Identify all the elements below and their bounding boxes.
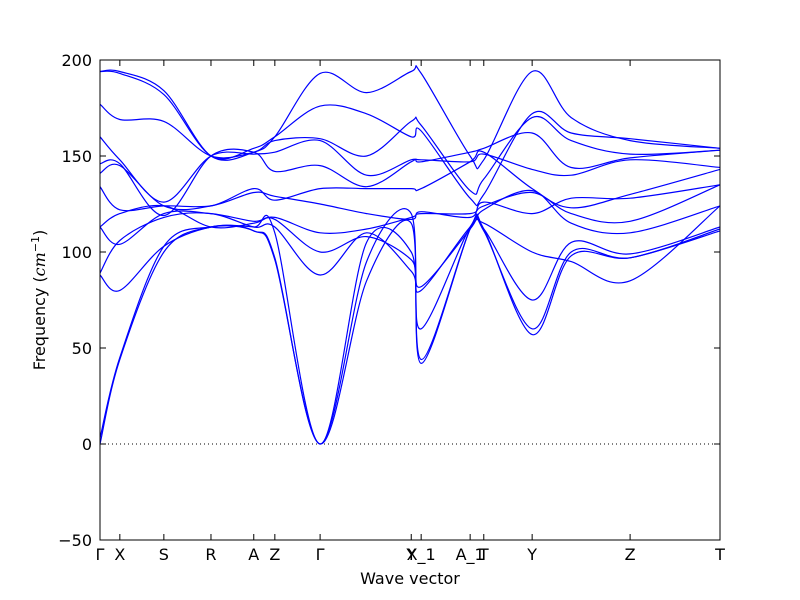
band-line-11 <box>100 103 720 195</box>
y-axis-label: Frequency (cm−1) <box>29 230 49 371</box>
x-tick-label: T <box>478 545 489 564</box>
y-axis-label-unit: cm <box>30 252 49 276</box>
y-tick-label: 50 <box>72 339 92 358</box>
y-tick-label: 200 <box>61 51 92 70</box>
y-tick-labels: −50 0 50 100 150 200 <box>58 51 92 550</box>
x-tick-label: Z <box>269 545 280 564</box>
y-axis-label-main: Frequency ( <box>30 276 49 370</box>
x-tick-label: Γ <box>96 545 105 564</box>
band-line-2 <box>100 208 720 445</box>
y-axis-label-exponent: −1 <box>29 236 42 252</box>
band-line-13 <box>100 65 720 170</box>
plot-frame <box>99 59 721 541</box>
x-tick-label: S <box>159 545 169 564</box>
y-tick-label: −50 <box>58 531 92 550</box>
band-line-5 <box>100 189 720 288</box>
band-line-12 <box>100 70 720 207</box>
band-line-4 <box>100 205 720 293</box>
x-tick-label: A <box>248 545 259 564</box>
x-axis-label: Wave vector <box>360 569 460 588</box>
band-line-1 <box>100 213 720 445</box>
x-tick-label: Γ <box>316 545 325 564</box>
y-axis-label-close: ) <box>30 230 49 236</box>
y-tick-label: 100 <box>61 243 92 262</box>
x-tick-label: Y <box>526 545 537 564</box>
x-tick-label: R <box>205 545 216 564</box>
x-tick-label: Y <box>405 545 416 564</box>
y-tick-label: 0 <box>82 435 92 454</box>
tick-marks <box>99 59 721 541</box>
y-tick-label: 150 <box>61 147 92 166</box>
x-tick-label: X <box>114 545 125 564</box>
x-tick-label: X_1 <box>407 545 436 565</box>
band-lines <box>100 65 720 445</box>
x-tick-label: Z <box>625 545 636 564</box>
x-tick-label: T <box>714 545 725 564</box>
x-tick-label: A_1 <box>456 545 485 565</box>
band-line-7 <box>100 184 720 221</box>
band-line-9 <box>100 148 720 217</box>
band-line-8 <box>100 150 720 211</box>
x-tick-labels: Γ X S R A Z Γ YX_1 A_1T Y Z T <box>96 545 726 565</box>
band-line-10 <box>100 132 720 203</box>
band-line-6 <box>100 184 720 234</box>
band-line-3 <box>100 214 720 445</box>
